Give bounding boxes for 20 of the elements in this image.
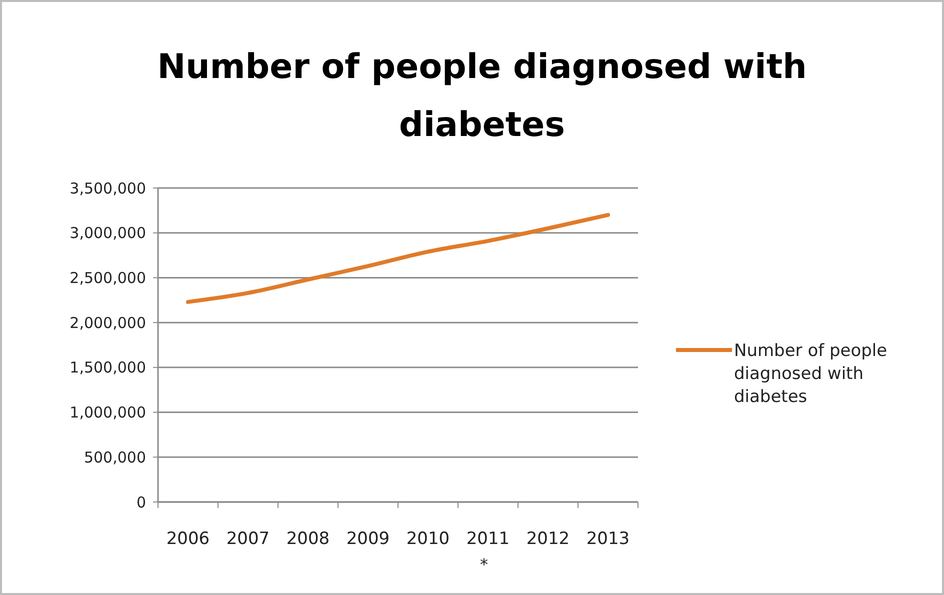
x-tick-label: 2013 [586, 529, 630, 549]
x-tick-label: 2008 [286, 529, 330, 549]
chart-title: Number of people diagnosed with diabetes [157, 47, 807, 145]
x-tick-label: 2010 [406, 529, 450, 549]
text: * [480, 555, 488, 574]
y-tick-label: 2,000,000 [70, 314, 146, 332]
x-tick-label: 2007 [226, 529, 270, 549]
x-tick-label: 2006 [166, 529, 210, 549]
y-tick-label: 1,000,000 [70, 404, 146, 422]
y-tick-label: 2,500,000 [70, 268, 146, 287]
y-tick-label: 500,000 [84, 448, 146, 466]
line-series [186, 212, 610, 304]
x-tick-label: 2009 [346, 529, 390, 549]
x-tick-label: 2012 [526, 529, 570, 549]
y-tick-label: 0 [136, 493, 146, 512]
y-tick-label: 1,500,000 [70, 358, 146, 377]
x-tick-label: 2011 [466, 529, 510, 549]
legend-label: Number of people diagnosed with diabetes [734, 340, 888, 407]
y-tick-label: 3,500,000 [70, 179, 146, 198]
y-tick-label: 3,000,000 [70, 224, 146, 242]
